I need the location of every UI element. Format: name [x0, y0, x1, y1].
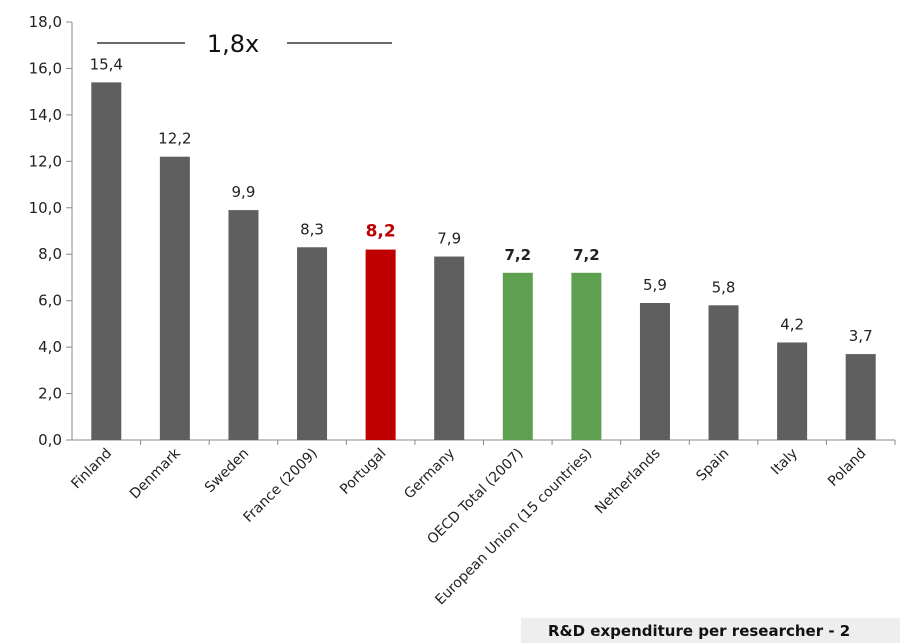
category-label: Germany	[401, 446, 458, 503]
ratio-annotation: 1,8x	[97, 30, 392, 58]
category-label: Italy	[768, 446, 801, 479]
y-tick-label: 18,0	[29, 13, 62, 31]
bar	[708, 305, 739, 440]
bar	[365, 249, 396, 440]
bar	[91, 82, 122, 440]
bar	[434, 256, 465, 440]
y-axis: 0,0 2,0 4,0 6,0 8,0 10,0 12,0 14,0 16,0 18,0	[29, 13, 72, 449]
data-label: 5,8	[712, 278, 736, 296]
y-tick-label: 0,0	[38, 431, 62, 449]
data-label: 7,2	[505, 246, 532, 264]
category-label: Sweden	[202, 446, 252, 496]
y-tick-label: 12,0	[29, 152, 62, 170]
y-tick-label: 4,0	[38, 338, 62, 356]
bar	[159, 156, 190, 440]
y-tick-label: 8,0	[38, 245, 62, 263]
y-tick-label: 6,0	[38, 292, 62, 310]
bar	[297, 247, 328, 440]
data-label: 7,2	[573, 246, 600, 264]
y-tick-label: 16,0	[29, 59, 62, 77]
category-label: Portugal	[337, 446, 389, 498]
category-label: Poland	[825, 446, 869, 490]
data-label: 7,9	[437, 230, 461, 248]
data-label: 9,9	[232, 183, 256, 201]
data-label: 5,9	[643, 276, 667, 294]
category-label: Netherlands	[592, 446, 664, 518]
data-label: 8,2	[366, 222, 396, 242]
bar	[502, 272, 533, 440]
category-label: Denmark	[127, 445, 184, 502]
category-label: European Union (15 countries)	[432, 446, 595, 609]
category-label: France (2009)	[241, 446, 321, 526]
bar	[228, 210, 259, 440]
bar	[639, 302, 670, 440]
data-label: 4,2	[780, 315, 804, 333]
category-label: Finland	[68, 446, 115, 493]
bar	[845, 354, 876, 440]
data-label: 8,3	[300, 220, 324, 238]
data-label: 15,4	[90, 55, 123, 73]
footer-caption: R&D expenditure per researcher - 2	[548, 622, 851, 640]
bar	[571, 272, 602, 440]
y-tick-label: 2,0	[38, 385, 62, 403]
y-tick-label: 14,0	[29, 106, 62, 124]
bars-group: 15,4 Finland 12,2 Denmark 9,9 Sweden 8,3 France…	[68, 55, 896, 609]
y-tick-label: 10,0	[29, 199, 62, 217]
bar	[777, 342, 808, 440]
data-label: 12,2	[158, 130, 191, 148]
footer-banner	[521, 618, 900, 643]
category-label: Spain	[693, 446, 732, 485]
data-label: 3,7	[849, 327, 873, 345]
annotation-text: 1,8x	[207, 30, 259, 58]
